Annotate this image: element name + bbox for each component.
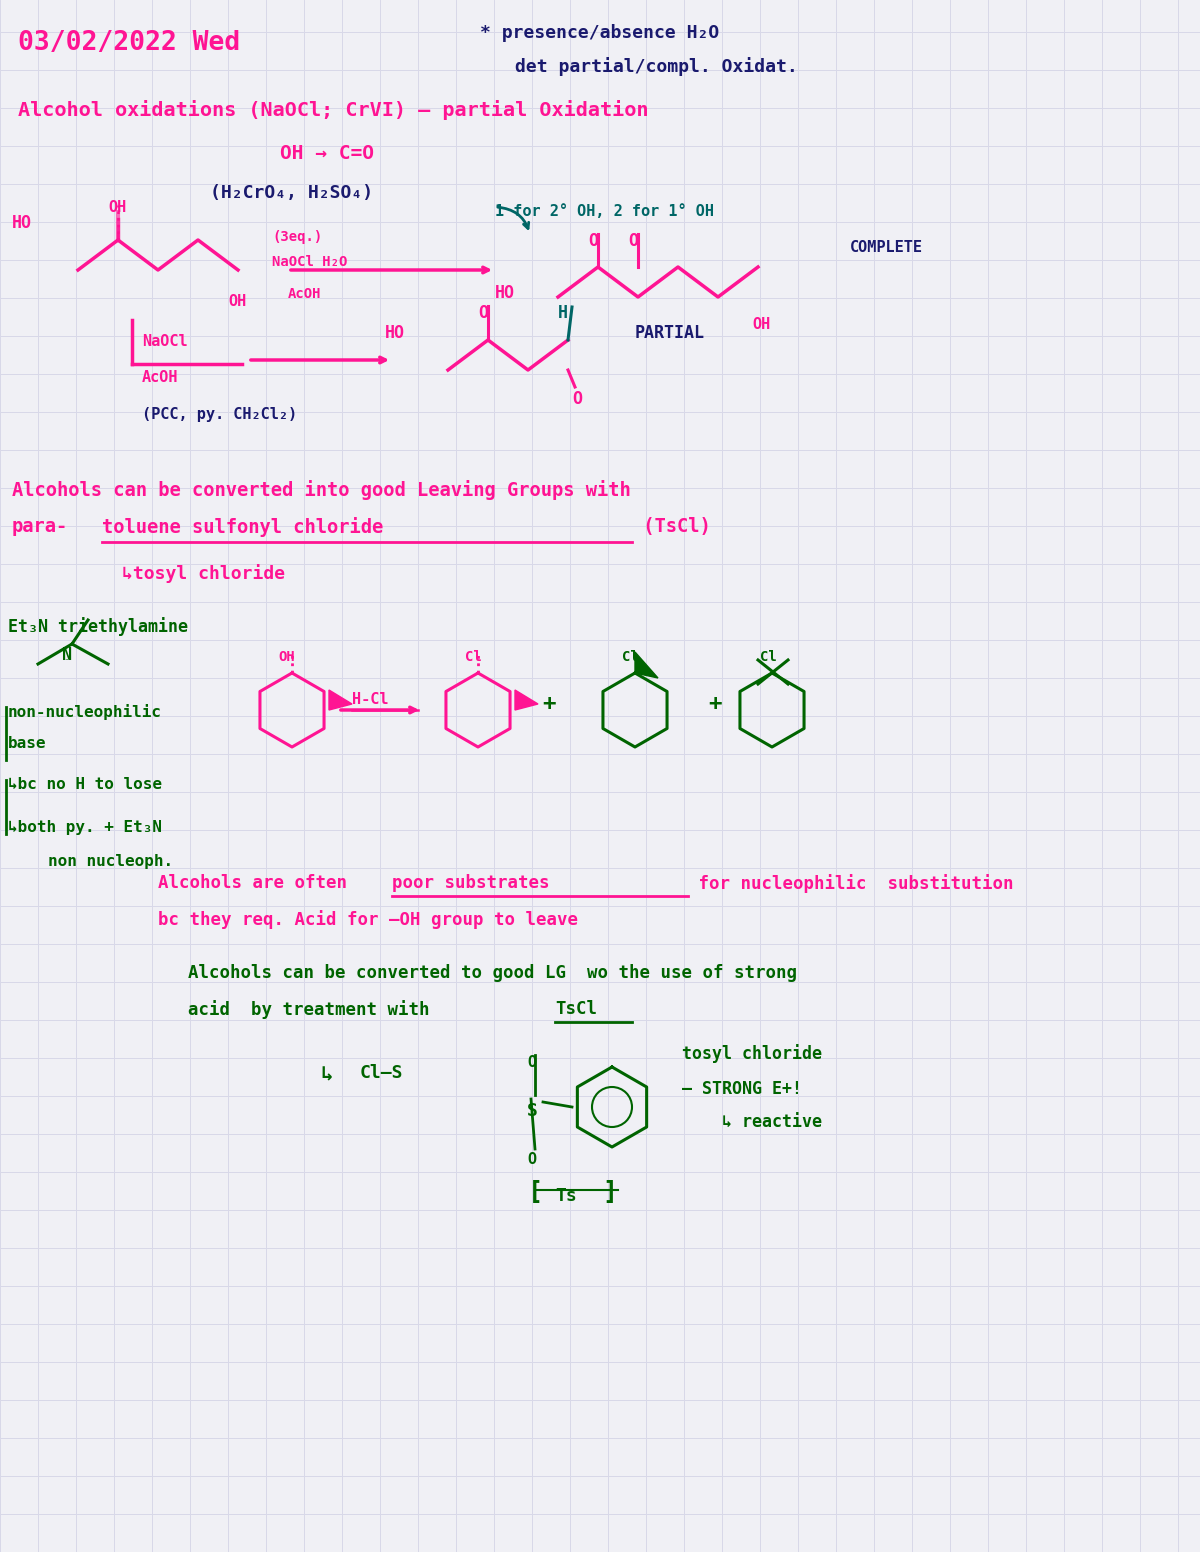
Text: – STRONG E+!: – STRONG E+! xyxy=(682,1080,802,1097)
Text: tosyl chloride: tosyl chloride xyxy=(682,1044,822,1063)
Text: PARTIAL: PARTIAL xyxy=(635,324,706,341)
Text: OH: OH xyxy=(108,200,126,216)
Text: ]: ] xyxy=(602,1180,617,1204)
Text: ↳tosyl chloride: ↳tosyl chloride xyxy=(122,563,286,584)
Text: COMPLETE: COMPLETE xyxy=(850,241,923,255)
Text: Alcohols can be converted to good LG  wo the use of strong: Alcohols can be converted to good LG wo … xyxy=(188,964,797,982)
Polygon shape xyxy=(329,691,352,709)
Text: O: O xyxy=(628,231,638,250)
Text: TsCl: TsCl xyxy=(554,999,598,1018)
Text: HO: HO xyxy=(12,214,32,231)
Polygon shape xyxy=(515,691,538,709)
Text: ↳ reactive: ↳ reactive xyxy=(722,1114,822,1131)
Text: OH: OH xyxy=(228,293,246,309)
Text: Alcohol oxidations (NaOCl; CrVI) – partial Oxidation: Alcohol oxidations (NaOCl; CrVI) – parti… xyxy=(18,99,648,120)
Text: OH → C=O: OH → C=O xyxy=(280,144,374,163)
Text: Cl–S: Cl–S xyxy=(360,1065,403,1082)
Polygon shape xyxy=(635,652,658,678)
Text: O: O xyxy=(588,231,598,250)
Text: det partial/compl. Oxidat.: det partial/compl. Oxidat. xyxy=(515,57,798,76)
Text: ↳: ↳ xyxy=(320,1065,332,1083)
Text: S: S xyxy=(527,1102,538,1121)
Text: for nucleophilic  substitution: for nucleophilic substitution xyxy=(688,874,1014,892)
Text: non nucleoph.: non nucleoph. xyxy=(48,854,173,869)
Text: OH: OH xyxy=(752,317,770,332)
Text: ¨: ¨ xyxy=(62,658,70,670)
Text: 03/02/2022 Wed: 03/02/2022 Wed xyxy=(18,29,240,56)
Text: non-nucleophilic: non-nucleophilic xyxy=(8,705,162,720)
Text: ↳bc no H to lose: ↳bc no H to lose xyxy=(8,778,162,792)
Text: [: [ xyxy=(528,1180,542,1204)
Text: Ts: Ts xyxy=(554,1187,577,1204)
Text: H-Cl: H-Cl xyxy=(352,692,389,708)
Text: ↳both py. + Et₃N: ↳both py. + Et₃N xyxy=(8,819,162,835)
Text: (3eq.): (3eq.) xyxy=(272,230,323,244)
Text: AcOH: AcOH xyxy=(288,287,322,301)
Text: +: + xyxy=(708,694,721,714)
Text: O: O xyxy=(478,304,488,321)
Text: O: O xyxy=(572,390,582,408)
Text: (H₂CrO₄, H₂SO₄): (H₂CrO₄, H₂SO₄) xyxy=(210,185,373,202)
Text: (PCC, py. CH₂Cl₂): (PCC, py. CH₂Cl₂) xyxy=(142,407,298,422)
Text: AcOH: AcOH xyxy=(142,369,179,385)
Text: H: H xyxy=(558,304,568,321)
Text: Cl: Cl xyxy=(622,650,638,664)
Text: O: O xyxy=(527,1055,536,1069)
Text: acid  by treatment with: acid by treatment with xyxy=(188,999,440,1020)
Text: O: O xyxy=(527,1152,536,1167)
Text: OH: OH xyxy=(278,650,295,664)
Text: Et₃N triethylamine: Et₃N triethylamine xyxy=(8,618,188,636)
Text: N: N xyxy=(62,646,72,664)
Text: 1 for 2° OH, 2 for 1° OH: 1 for 2° OH, 2 for 1° OH xyxy=(496,203,714,219)
Text: HO: HO xyxy=(496,284,515,303)
Text: poor substrates: poor substrates xyxy=(392,874,550,892)
Text: NaOCl H₂O: NaOCl H₂O xyxy=(272,255,347,268)
Text: NaOCl: NaOCl xyxy=(142,334,187,349)
Text: Cl: Cl xyxy=(466,650,481,664)
Text: (TsCl): (TsCl) xyxy=(632,517,710,535)
Text: Alcohols are often: Alcohols are often xyxy=(158,874,358,892)
Text: HO: HO xyxy=(385,324,406,341)
Text: Alcohols can be converted into good Leaving Groups with: Alcohols can be converted into good Leav… xyxy=(12,480,631,500)
Text: * presence/absence H₂O: * presence/absence H₂O xyxy=(480,23,719,42)
Text: bc they req. Acid for –OH group to leave: bc they req. Acid for –OH group to leave xyxy=(158,909,578,930)
Text: base: base xyxy=(8,736,47,751)
Text: para-: para- xyxy=(12,517,68,535)
Text: toluene sulfonyl chloride: toluene sulfonyl chloride xyxy=(102,517,383,537)
Text: Cl: Cl xyxy=(760,650,776,664)
Text: +: + xyxy=(542,694,556,714)
